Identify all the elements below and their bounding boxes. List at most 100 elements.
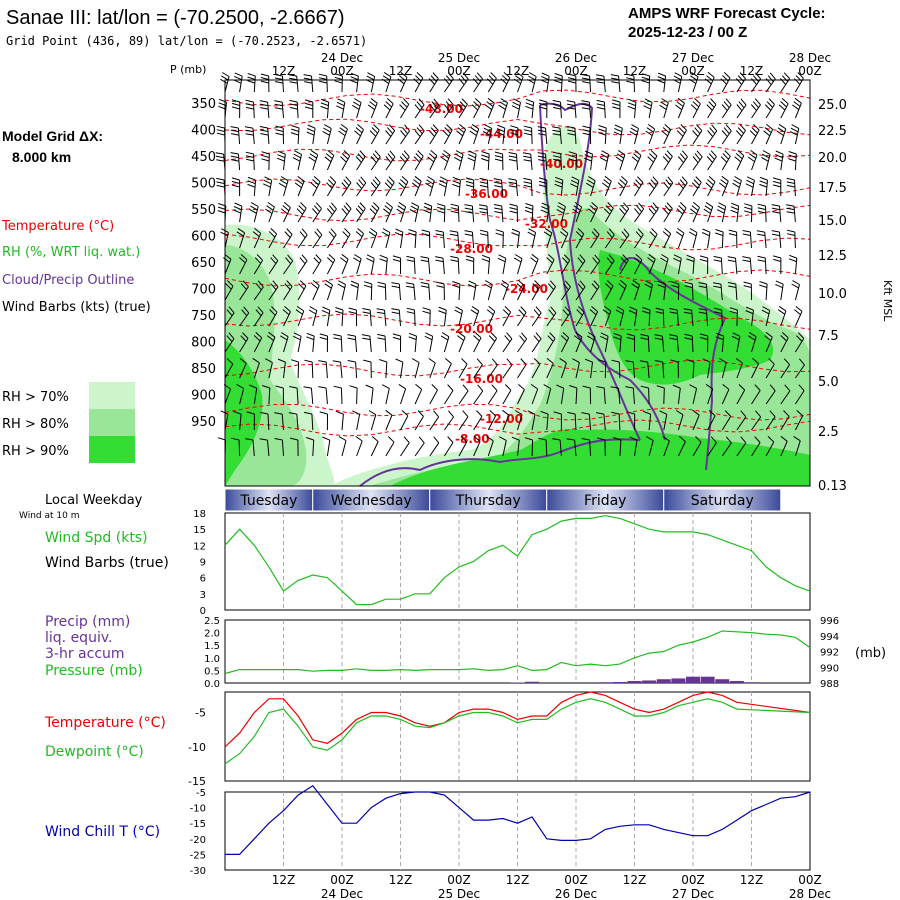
wind-barb [570,176,580,197]
wind-barb [618,279,627,301]
wind-barb [659,98,669,119]
wind-barb [428,124,439,145]
wind-barb [659,410,668,431]
wind-barb [465,255,475,275]
wind-barb [260,411,270,431]
wind-barb [509,125,519,145]
y-tick-label: 996 [820,616,839,627]
wind-barb [297,254,308,275]
wind-barb [361,334,372,353]
wind-barb [469,123,480,145]
wind-barb [324,279,333,301]
wind-barb [296,202,307,223]
wind-barb [692,124,703,145]
wind-barb [294,176,305,197]
wind-barb [379,254,388,275]
dewpoint-label: Dewpoint (°C) [45,744,144,760]
wind-barb [540,202,550,223]
precip-bar [671,678,686,683]
wind-barb [464,230,475,249]
wind-barb [645,123,656,145]
wind-barb [672,384,681,405]
wind-barb [406,255,416,275]
y-tick-label: -15 [190,819,206,830]
wind-barb [246,411,255,431]
wind-barb [757,255,767,275]
wind-barb [553,411,562,430]
wind-barb [486,72,497,93]
wind-barb [751,72,762,93]
wind-barb [647,253,656,275]
top-hour-label: 12Z [389,64,413,78]
wind-barb [486,305,496,327]
wind-barb [369,124,380,145]
wind-barb [575,228,585,249]
wind-barb [626,333,636,353]
wind-barb [584,358,593,379]
precip-bar [627,680,642,683]
pressure-tick-label: 900 [191,389,216,404]
wind-barb [629,436,638,457]
wind-barb [233,202,243,223]
wind-barb [556,202,566,223]
wind-barb [465,177,475,197]
y-tick-label: 2.5 [204,616,220,627]
wind-barb [400,124,411,145]
top-date-label: 28 Dec [789,51,831,65]
wind-barb [675,227,685,249]
height-tick-label: 22.5 [818,124,847,139]
wind-barb [701,228,711,249]
wind-barb [385,436,395,457]
wind-barb [508,178,518,197]
wind-barb [473,358,483,379]
wind-barb [493,178,504,197]
wind-barb [786,177,796,197]
wind-barb [692,409,700,431]
wind-barb [673,254,682,275]
wind-barb [411,358,420,379]
wind-barb [350,72,359,93]
wind-barb [566,438,577,457]
wind-barb [484,280,493,301]
wind-barb [338,123,348,145]
precip-bar [686,676,700,683]
wind-barb [596,412,606,431]
top-date-labels: 24 Dec 25 Dec 26 Dec 27 Dec 28 Dec [321,51,831,65]
wind-barb [341,228,351,249]
wind-barb [745,176,755,197]
temperature-contour [224,178,811,196]
wind-barb [657,72,667,93]
precip-bar [642,680,657,683]
wind-barb [420,256,431,275]
temperature-contour-label: -28.00 [450,242,493,256]
wind-barb [334,73,343,93]
wind-barb [231,99,241,119]
wind-barb [265,358,273,379]
wind-barb [247,73,256,93]
pressure-tick-label: 550 [191,203,216,218]
forecast-cycle-value: 2025-12-23 / 00 Z [628,24,747,41]
wind-barb [414,436,425,457]
wind-barb [613,332,622,353]
wind-barb [239,280,249,301]
wind-barb [742,256,752,275]
wind-barb [363,281,373,301]
wind-barb [712,282,723,301]
temperature-contour-labels: -48.00-44.00-40.00-36.00-32.00-28.00-24.… [420,102,583,446]
wind-barb [587,332,596,353]
weekday-label: Wednesday [331,493,412,509]
wind-barb [443,72,454,93]
wind-barb [546,280,557,301]
wind-barb [326,202,337,223]
wind-barb [556,384,565,405]
pressure-unit-label: (mb) [855,646,886,661]
weekday-label: Tuesday [239,493,297,509]
top-hour-label: 00Z [681,64,705,78]
wind-barb [661,124,672,145]
wind-barb [599,150,610,171]
wind-barb [721,436,732,457]
y-tick-label: 18 [193,509,206,520]
temperature-contour [224,419,811,437]
wind-barb [355,228,365,249]
weekday-subtitle: Wind at 10 m [19,511,79,521]
